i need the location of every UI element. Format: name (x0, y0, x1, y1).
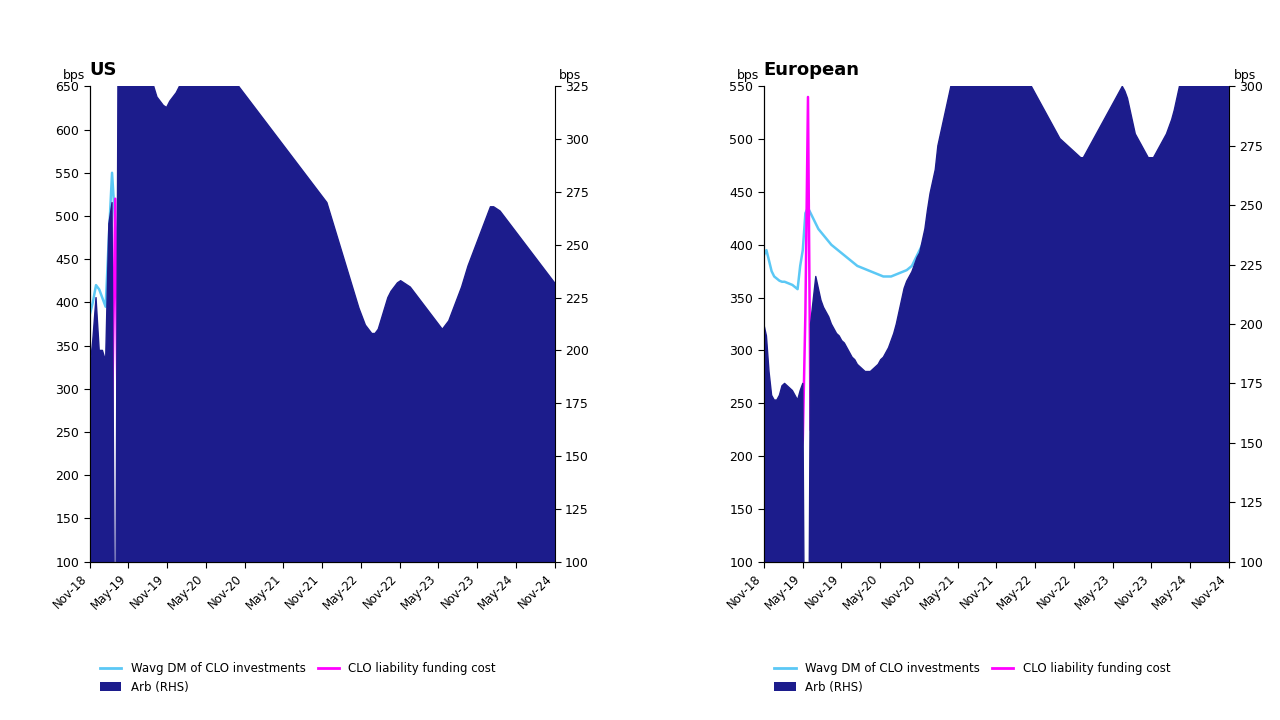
Text: bps: bps (737, 68, 759, 81)
Legend: Wavg DM of CLO investments, Arb (RHS), CLO liability funding cost: Wavg DM of CLO investments, Arb (RHS), C… (96, 657, 500, 698)
Text: European: European (764, 61, 860, 79)
Text: bps: bps (63, 68, 84, 81)
Text: bps: bps (1234, 68, 1256, 81)
Text: US: US (90, 61, 116, 79)
Text: bps: bps (559, 68, 581, 81)
Legend: Wavg DM of CLO investments, Arb (RHS), CLO liability funding cost: Wavg DM of CLO investments, Arb (RHS), C… (769, 657, 1175, 698)
